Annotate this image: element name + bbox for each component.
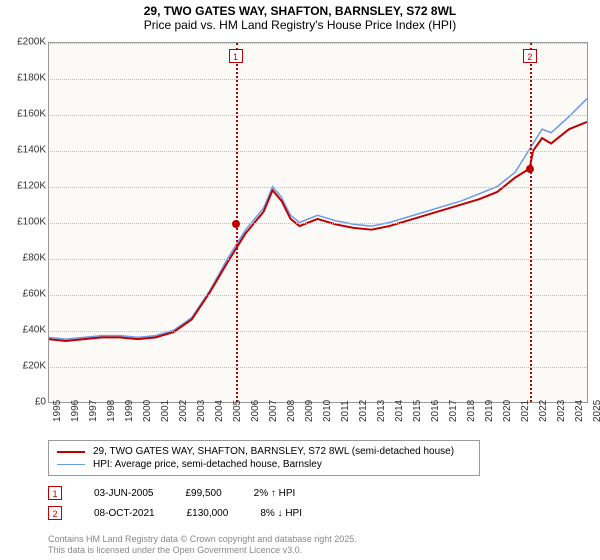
note-date: 08-OCT-2021 — [94, 508, 155, 519]
x-tick-label: 1999 — [124, 400, 135, 422]
transaction-note-row: 2 08-OCT-2021 £130,000 8% ↓ HPI — [48, 506, 588, 520]
gridline-h — [48, 151, 587, 152]
legend-swatch — [57, 451, 85, 453]
y-tick-label: £20K — [0, 361, 46, 372]
x-tick-label: 2020 — [502, 400, 513, 422]
gridline-h — [48, 115, 587, 116]
x-tick-label: 2024 — [574, 400, 585, 422]
x-tick-label: 2013 — [376, 400, 387, 422]
note-pct: 8% ↓ HPI — [260, 508, 302, 519]
note-price: £130,000 — [187, 508, 229, 519]
x-tick-label: 2008 — [286, 400, 297, 422]
x-tick-label: 1998 — [106, 400, 117, 422]
transaction-point — [526, 165, 534, 173]
x-tick-label: 2000 — [142, 400, 153, 422]
y-tick-label: £80K — [0, 253, 46, 264]
x-tick-label: 2015 — [412, 400, 423, 422]
gridline-h — [48, 79, 587, 80]
x-tick-label: 2016 — [430, 400, 441, 422]
legend-label: 29, TWO GATES WAY, SHAFTON, BARNSLEY, S7… — [93, 446, 454, 457]
transaction-point — [232, 220, 240, 228]
series-property — [48, 122, 587, 341]
x-tick-label: 1995 — [52, 400, 63, 422]
x-tick-label: 2005 — [232, 400, 243, 422]
gridline-h — [48, 259, 587, 260]
x-tick-label: 2007 — [268, 400, 279, 422]
legend-swatch — [57, 464, 85, 465]
y-tick-label: £100K — [0, 217, 46, 228]
x-tick-label: 2006 — [250, 400, 261, 422]
y-axis — [48, 42, 49, 402]
x-tick-label: 2021 — [520, 400, 531, 422]
footer-attribution: Contains HM Land Registry data © Crown c… — [48, 534, 357, 556]
gridline-h — [48, 367, 587, 368]
chart-title: 29, TWO GATES WAY, SHAFTON, BARNSLEY, S7… — [0, 0, 600, 18]
y-tick-label: £0 — [0, 397, 46, 408]
x-tick-label: 2019 — [484, 400, 495, 422]
x-tick-label: 2018 — [466, 400, 477, 422]
x-tick-label: 2002 — [178, 400, 189, 422]
x-tick-label: 2004 — [214, 400, 225, 422]
transaction-marker: 2 — [523, 49, 537, 63]
chart-subtitle: Price paid vs. HM Land Registry's House … — [0, 18, 600, 36]
y-tick-label: £200K — [0, 37, 46, 48]
note-marker: 1 — [48, 486, 62, 500]
gridline-h — [48, 43, 587, 44]
transaction-note-row: 1 03-JUN-2005 £99,500 2% ↑ HPI — [48, 486, 588, 500]
note-marker: 2 — [48, 506, 62, 520]
x-tick-label: 2025 — [592, 400, 600, 422]
gridline-h — [48, 223, 587, 224]
footer-line-1: Contains HM Land Registry data © Crown c… — [48, 534, 357, 545]
x-tick-label: 2014 — [394, 400, 405, 422]
transaction-marker: 1 — [229, 49, 243, 63]
legend: 29, TWO GATES WAY, SHAFTON, BARNSLEY, S7… — [48, 440, 480, 476]
note-price: £99,500 — [185, 488, 221, 499]
note-pct: 2% ↑ HPI — [254, 488, 296, 499]
x-tick-label: 1996 — [70, 400, 81, 422]
x-tick-label: 1997 — [88, 400, 99, 422]
x-tick-label: 2012 — [358, 400, 369, 422]
y-tick-label: £60K — [0, 289, 46, 300]
gridline-h — [48, 295, 587, 296]
x-tick-label: 2003 — [196, 400, 207, 422]
footer-line-2: This data is licensed under the Open Gov… — [48, 545, 357, 556]
y-tick-label: £140K — [0, 145, 46, 156]
y-tick-label: £180K — [0, 73, 46, 84]
legend-item: HPI: Average price, semi-detached house,… — [57, 458, 471, 471]
x-tick-label: 2010 — [322, 400, 333, 422]
transaction-vline — [530, 43, 532, 402]
y-tick-label: £40K — [0, 325, 46, 336]
gridline-h — [48, 331, 587, 332]
legend-item: 29, TWO GATES WAY, SHAFTON, BARNSLEY, S7… — [57, 445, 471, 458]
note-date: 03-JUN-2005 — [94, 488, 153, 499]
x-tick-label: 2023 — [556, 400, 567, 422]
y-tick-label: £160K — [0, 109, 46, 120]
gridline-h — [48, 187, 587, 188]
x-tick-label: 2011 — [340, 400, 351, 422]
chart-plot-area: 12 — [48, 42, 588, 402]
x-tick-label: 2022 — [538, 400, 549, 422]
legend-label: HPI: Average price, semi-detached house,… — [93, 459, 322, 470]
x-tick-label: 2009 — [304, 400, 315, 422]
x-tick-label: 2001 — [160, 400, 171, 422]
y-tick-label: £120K — [0, 181, 46, 192]
x-tick-label: 2017 — [448, 400, 459, 422]
